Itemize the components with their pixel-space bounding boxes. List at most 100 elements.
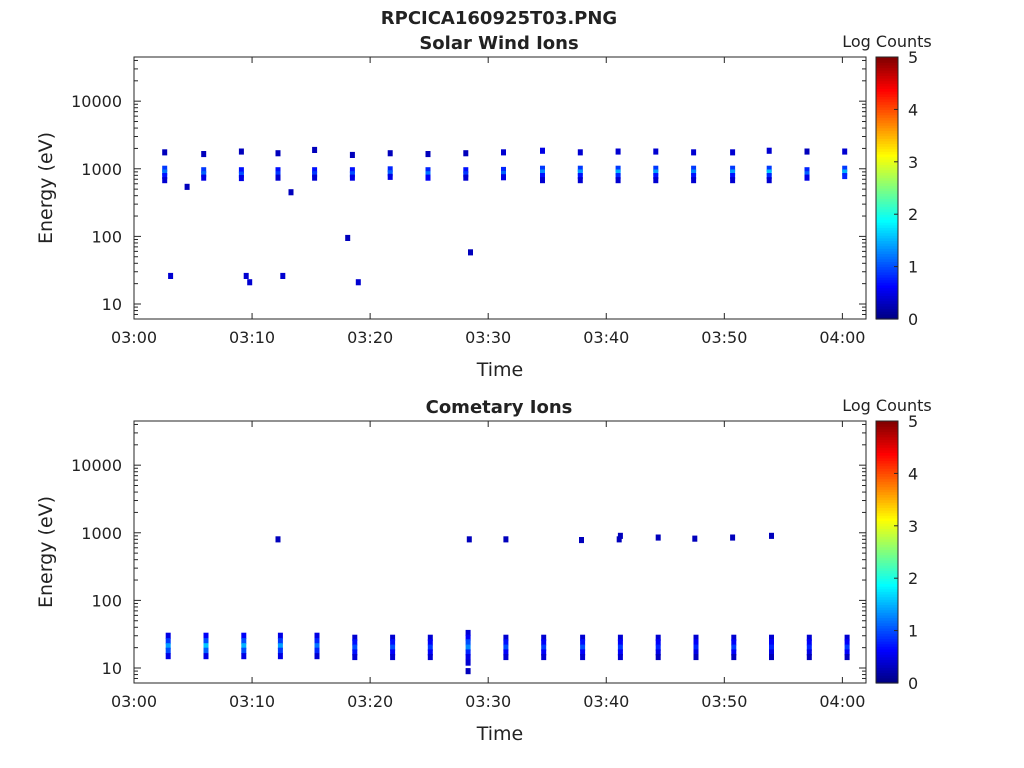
panel-title: Cometary Ions (426, 397, 573, 418)
colorbar-tick-label: 5 (908, 412, 918, 431)
x-axis-label: Time (476, 359, 524, 381)
colorbar-segment (876, 214, 898, 218)
colorbar-segment (876, 229, 898, 234)
heatmap-cell (463, 150, 469, 157)
x-tick-label: 03:50 (701, 328, 747, 347)
heatmap-cell (312, 171, 318, 178)
x-tick-label: 03:30 (465, 328, 511, 347)
colorbar-segment (876, 431, 898, 435)
colorbar-segment (876, 447, 898, 451)
heatmap-cell (165, 647, 171, 654)
y-tick-label: 1000 (81, 160, 122, 179)
heatmap-cell (501, 149, 506, 156)
heatmap-cell (345, 234, 351, 241)
heatmap-cell (241, 643, 247, 650)
heatmap-cell (238, 171, 244, 178)
heatmap-cell (730, 149, 736, 156)
x-axis: 03:00 03:10 03:20 03:30 03:40 03:50 04:00 (111, 421, 865, 711)
colorbar-segment (876, 656, 898, 661)
colorbar-segment (876, 452, 898, 456)
colorbar-segment (876, 91, 898, 95)
colorbar-segment (876, 88, 898, 92)
heatmap-cell (844, 649, 850, 656)
colorbar-segment (876, 243, 898, 247)
colorbar-segment (876, 457, 898, 461)
heatmap-cell (769, 654, 774, 661)
heatmap-cell (465, 668, 471, 675)
colorbar-segment (876, 290, 898, 294)
y-tick-label: 100 (91, 227, 122, 246)
y-tick-label: 10000 (71, 456, 122, 475)
heatmap-cell (277, 638, 283, 645)
heatmap-cell (314, 653, 320, 660)
colorbar-segment (876, 462, 898, 467)
colorbar-segment (876, 544, 898, 548)
heatmap-cell (540, 173, 545, 180)
colorbar-segment (876, 169, 898, 173)
heatmap-cell (806, 634, 812, 641)
colorbar-segment (876, 156, 898, 160)
heatmap-cell (730, 177, 736, 184)
colorbar-segment (876, 292, 898, 297)
colorbar-segment (876, 549, 898, 553)
heatmap-cell (615, 177, 621, 184)
heatmap-cell (503, 649, 509, 656)
heatmap-cell (465, 639, 471, 646)
heatmap-cell (766, 169, 772, 176)
heatmap-cell (692, 535, 698, 542)
heatmap-cell (806, 649, 812, 656)
heatmap-cell (349, 171, 355, 178)
y-axis-label: Energy (eV) (35, 496, 57, 608)
heatmap-cell (577, 169, 583, 176)
heatmap-cell (806, 644, 812, 651)
heatmap-cell (655, 634, 661, 641)
colorbar-segment (876, 62, 898, 66)
colorbar-segment (876, 614, 898, 619)
colorbar-segment (876, 654, 898, 658)
colorbar-segment (876, 245, 898, 249)
heatmap-cell (691, 169, 697, 176)
heatmap-cell (465, 629, 471, 636)
heatmap-cell (425, 167, 431, 174)
y-axis: 10 100 1000 10000 (71, 59, 866, 320)
y-axis-label: Energy (eV) (35, 132, 57, 244)
heatmap-cell (615, 165, 621, 172)
heatmap-cell (541, 644, 547, 651)
x-tick-label: 03:20 (347, 328, 393, 347)
heatmap-cell (766, 177, 772, 184)
heatmap-cell (842, 165, 848, 172)
y-tick-label: 10000 (71, 92, 122, 111)
colorbar-segment (876, 434, 898, 438)
heatmap-cell (201, 174, 207, 181)
colorbar-segment (876, 428, 898, 433)
colorbar-segment (876, 465, 898, 469)
heatmap-cell (162, 177, 168, 184)
colorbar-segment (876, 140, 898, 145)
colorbar-segment (876, 219, 898, 223)
figure-title: RPCICA160925T03.PNG (381, 8, 617, 29)
heatmap-cell (842, 173, 848, 180)
colorbar-segment (876, 436, 898, 440)
heatmap-cell (427, 654, 433, 661)
heatmap-cell (617, 649, 623, 656)
colorbar-segment (876, 601, 898, 605)
heatmap-cell (466, 536, 472, 543)
heatmap-cell (616, 536, 622, 543)
colorbar-segment (876, 483, 898, 488)
colorbar-segment (876, 305, 898, 310)
colorbar-tick-label: 5 (908, 48, 918, 67)
colorbar-segment (876, 625, 898, 629)
colorbar-segment (876, 536, 898, 540)
colorbar-frame (875, 420, 899, 684)
panel-title: Solar Wind Ions (419, 33, 578, 54)
heatmap-cell (730, 165, 736, 172)
heatmap-cell (730, 173, 736, 180)
heatmap-cell (503, 639, 509, 646)
heatmap-cell (844, 634, 850, 641)
heatmap-cell (427, 639, 433, 646)
heatmap-cell (577, 149, 583, 156)
x-tick-label: 03:30 (465, 692, 511, 711)
colorbar-segment (876, 295, 898, 299)
colorbar-segment (876, 211, 898, 215)
colorbar-segment (876, 271, 898, 276)
